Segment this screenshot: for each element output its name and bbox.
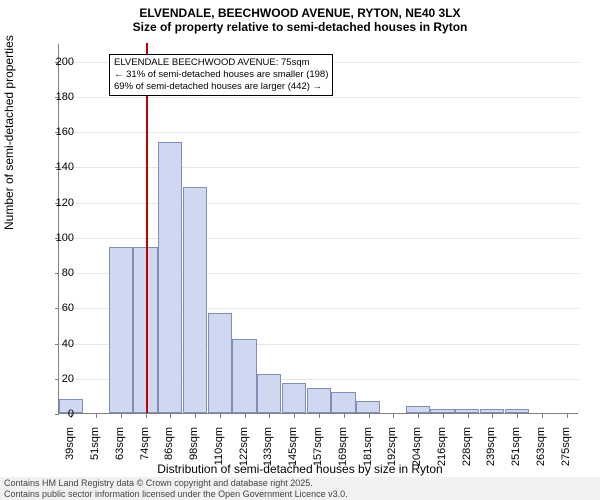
x-tick-label: 239sqm [485,427,497,477]
annotation-box: ELVENDALE BEECHWOOD AVENUE: 75sqm← 31% o… [109,54,333,96]
plot-area: ELVENDALE BEECHWOOD AVENUE: 75sqm← 31% o… [58,44,578,414]
x-tick-mark [567,414,568,418]
x-tick-label: 110sqm [213,427,225,477]
x-tick-label: 51sqm [89,427,101,477]
histogram-bar [356,401,380,413]
x-tick-label: 63sqm [114,427,126,477]
x-tick-label: 74sqm [139,427,151,477]
histogram-bar [331,392,355,413]
gridline [59,97,579,98]
x-tick-label: 181sqm [362,427,374,477]
x-tick-mark [294,414,295,418]
y-tick-label: 20 [44,373,74,385]
x-tick-mark [319,414,320,418]
x-tick-mark [220,414,221,418]
x-tick-mark [170,414,171,418]
histogram-bar [480,409,504,413]
y-tick-label: 100 [44,232,74,244]
x-tick-mark [468,414,469,418]
x-tick-mark [393,414,394,418]
x-tick-mark [269,414,270,418]
x-tick-mark [443,414,444,418]
chart-title-line1: ELVENDALE, BEECHWOOD AVENUE, RYTON, NE40… [0,6,600,20]
x-tick-mark [492,414,493,418]
histogram-bar [183,187,207,413]
gridline [59,238,579,239]
x-tick-label: 86sqm [163,427,175,477]
x-tick-mark [245,414,246,418]
gridline [59,167,579,168]
x-tick-mark [542,414,543,418]
x-tick-mark [121,414,122,418]
chart-title-block: ELVENDALE, BEECHWOOD AVENUE, RYTON, NE40… [0,0,600,34]
histogram-bar [282,383,306,413]
x-tick-mark [96,414,97,418]
x-tick-mark [517,414,518,418]
y-tick-label: 0 [44,408,74,420]
histogram-bar [307,388,331,413]
gridline [59,203,579,204]
histogram-bar [109,247,133,413]
x-tick-mark [344,414,345,418]
annotation-line1: ELVENDALE BEECHWOOD AVENUE: 75sqm [114,57,328,69]
x-tick-label: 169sqm [337,427,349,477]
x-tick-label: 157sqm [312,427,324,477]
histogram-bar [505,409,529,413]
y-tick-label: 180 [44,91,74,103]
x-tick-mark [195,414,196,418]
histogram-bar [232,339,256,413]
x-tick-label: 98sqm [188,427,200,477]
footer-line2: Contains public sector information licen… [4,489,596,499]
histogram-bar [406,406,430,413]
y-axis-title: Number of semi-detached properties [2,35,16,230]
y-tick-label: 120 [44,197,74,209]
x-tick-label: 228sqm [461,427,473,477]
x-tick-label: 275sqm [560,427,572,477]
histogram-bar [455,409,479,413]
chart-title-line2: Size of property relative to semi-detach… [0,20,600,34]
y-tick-label: 40 [44,338,74,350]
histogram-bar [257,374,281,413]
gridline [59,132,579,133]
x-tick-label: 216sqm [436,427,448,477]
x-tick-label: 145sqm [287,427,299,477]
footer-attribution: Contains HM Land Registry data © Crown c… [0,477,600,500]
y-tick-label: 60 [44,302,74,314]
x-tick-label: 204sqm [411,427,423,477]
plot-canvas: ELVENDALE BEECHWOOD AVENUE: 75sqm← 31% o… [58,44,578,414]
annotation-line2: ← 31% of semi-detached houses are smalle… [114,69,328,81]
y-tick-label: 140 [44,161,74,173]
y-tick-label: 200 [44,56,74,68]
reference-line [146,43,148,413]
histogram-bar [430,409,454,413]
histogram-bar [158,142,182,413]
x-tick-mark [418,414,419,418]
x-tick-label: 263sqm [535,427,547,477]
y-tick-label: 160 [44,126,74,138]
x-tick-label: 192sqm [386,427,398,477]
y-tick-label: 80 [44,267,74,279]
x-tick-label: 133sqm [262,427,274,477]
x-tick-label: 251sqm [510,427,522,477]
x-tick-mark [369,414,370,418]
x-tick-mark [146,414,147,418]
x-tick-label: 39sqm [64,427,76,477]
x-tick-label: 122sqm [238,427,250,477]
annotation-line3: 69% of semi-detached houses are larger (… [114,81,328,93]
footer-line1: Contains HM Land Registry data © Crown c… [4,478,596,488]
histogram-bar [208,313,232,413]
